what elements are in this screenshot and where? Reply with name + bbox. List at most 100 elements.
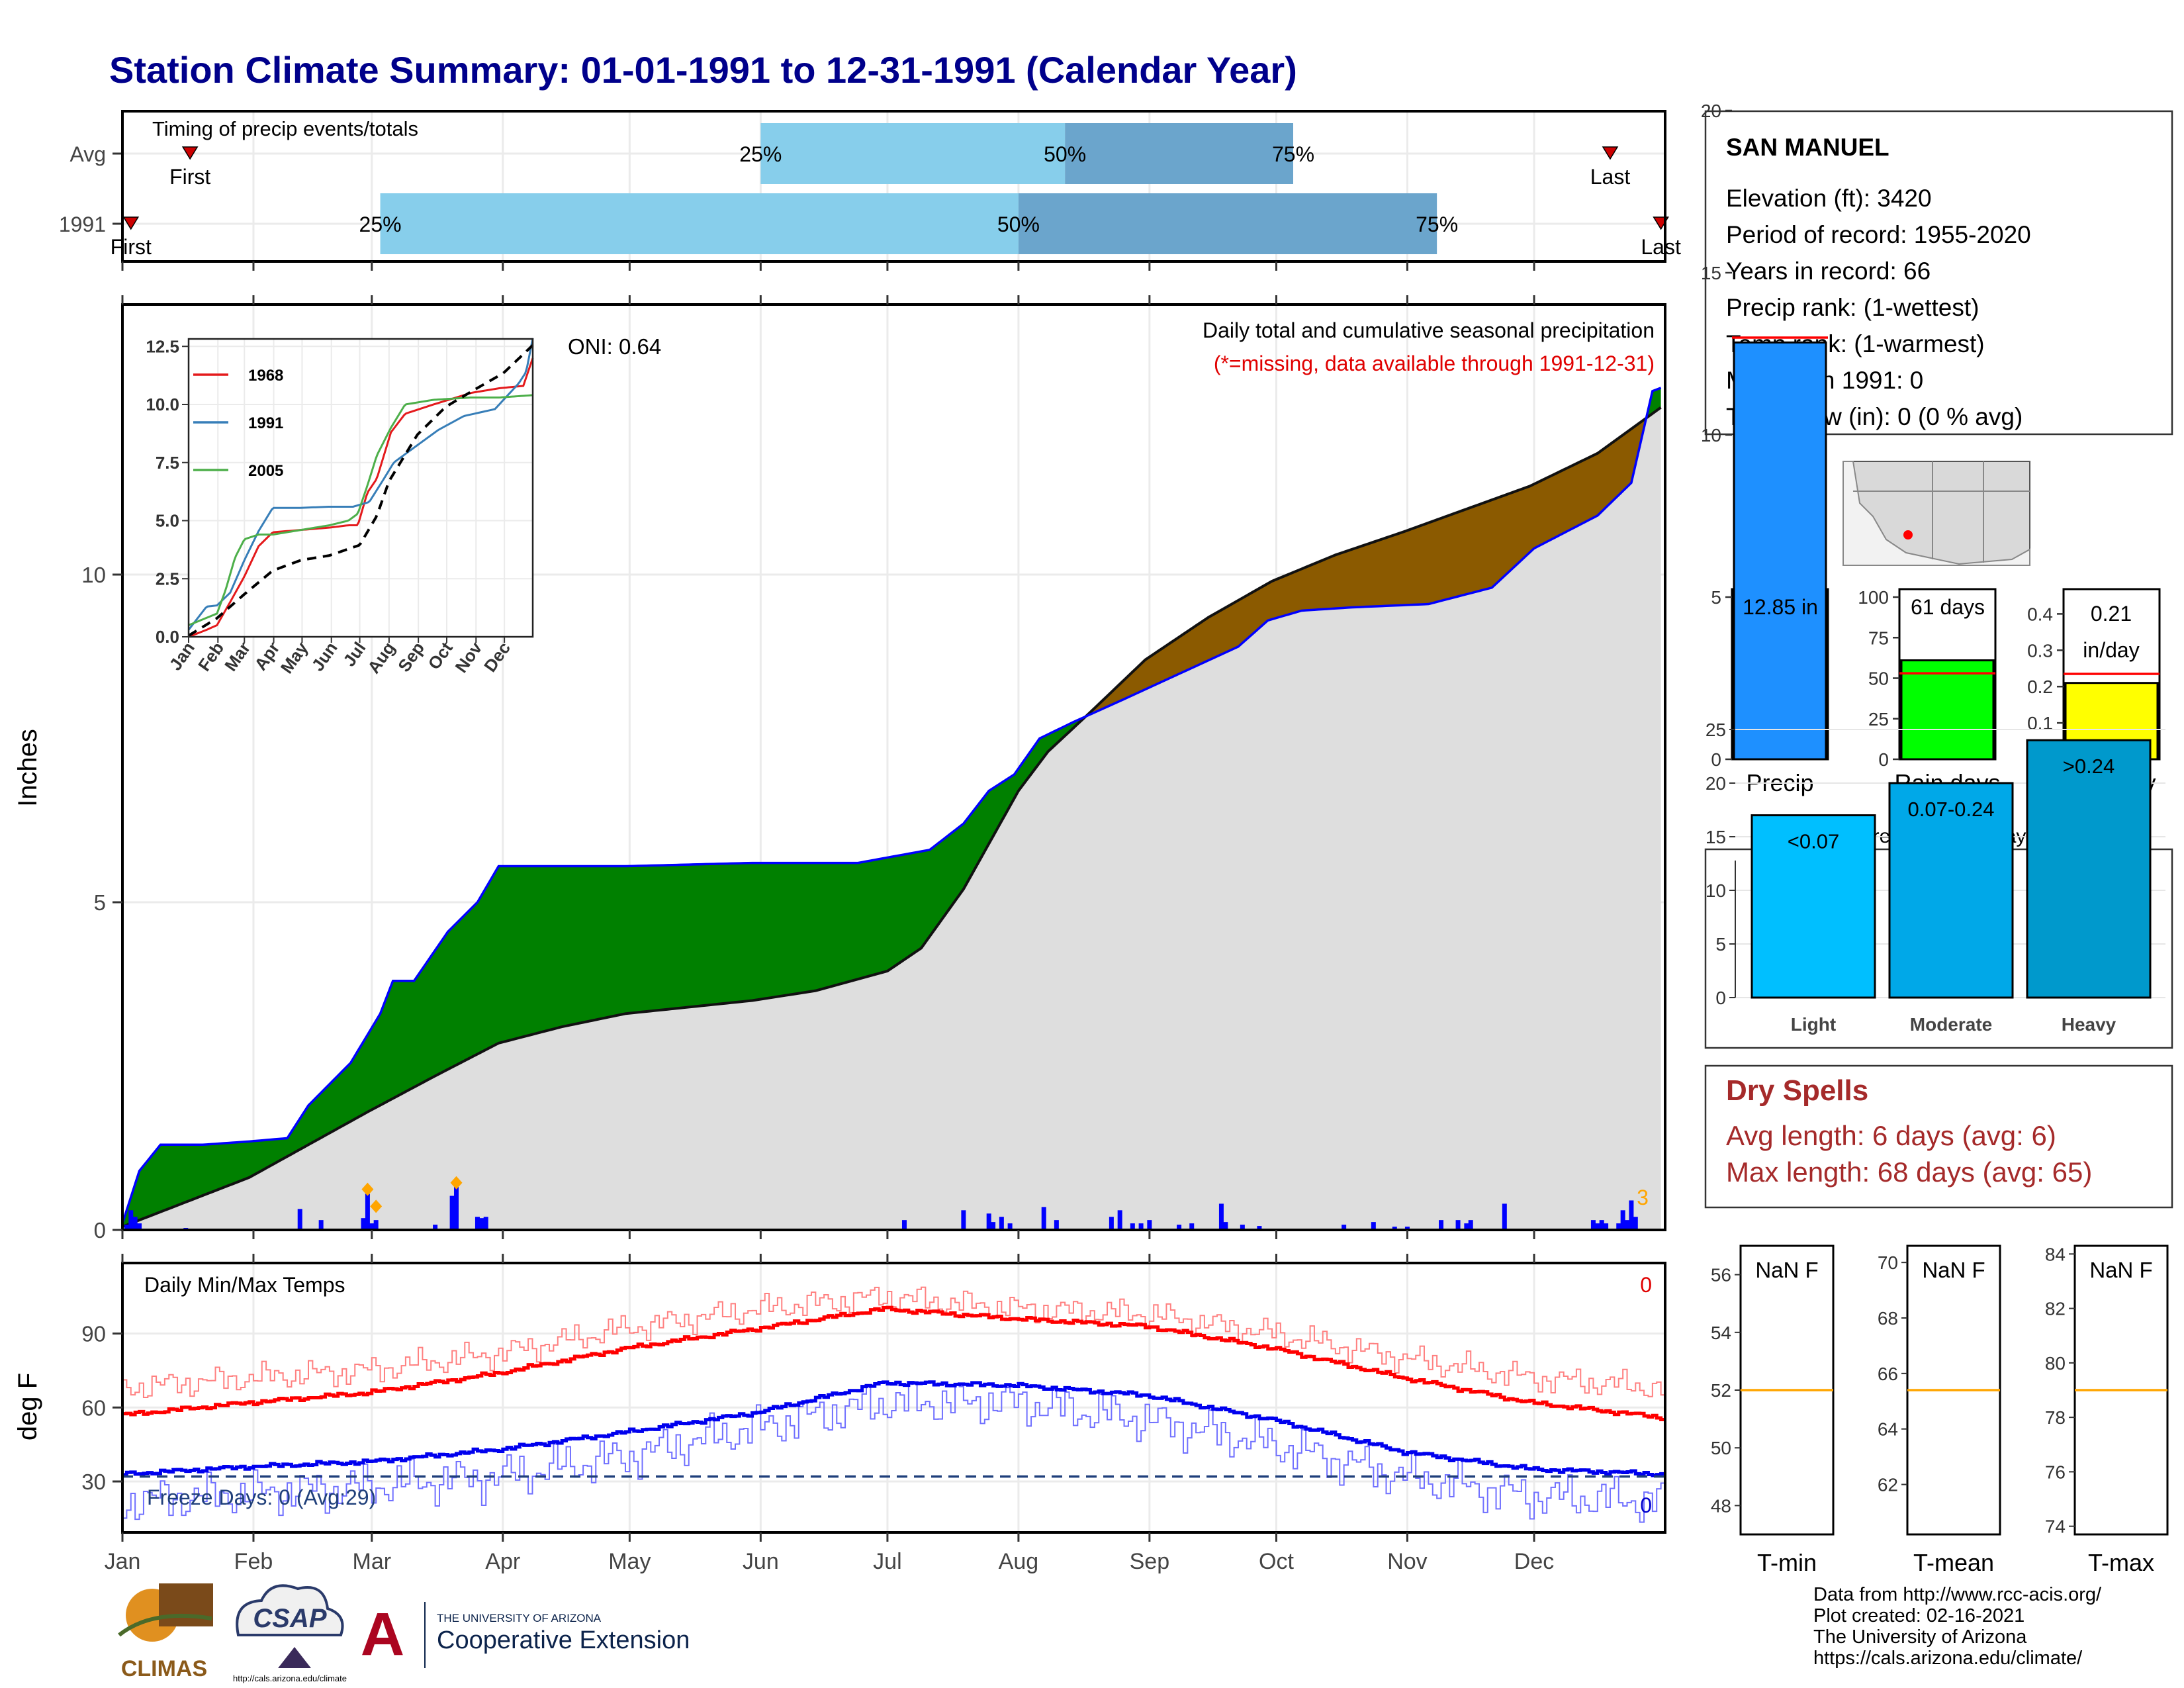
- daily-precip-bar: [1147, 1220, 1152, 1230]
- snow-event-marker: [450, 1176, 463, 1190]
- mini-y-tick-label: 0.2: [2027, 677, 2053, 697]
- timing-pct-label: 50%: [1044, 142, 1086, 166]
- event-bar-label: Moderate: [1910, 1014, 1992, 1035]
- freeze-days-label: Freeze Days: 0 (Avg:29): [147, 1485, 376, 1509]
- daily-precip-bar: [124, 1225, 129, 1230]
- dry-spells-max: Max length: 68 days (avg: 65): [1726, 1156, 2092, 1188]
- ua-logo-big-text: Cooperative Extension: [437, 1626, 690, 1654]
- mini-y-tick-label: 15: [1701, 263, 1721, 283]
- daily-precip-bar: [1599, 1220, 1604, 1230]
- intensity-unit-label: in/day: [2083, 638, 2139, 662]
- precip-y-tick-label: 0: [94, 1218, 106, 1243]
- footer-credit-line: Plot created: 02-16-2021: [1813, 1605, 2025, 1626]
- mini-y-tick-label: 0.3: [2027, 640, 2053, 661]
- daily-precip-bar: [1130, 1223, 1135, 1230]
- climas-logo-text: CLIMAS: [121, 1656, 207, 1681]
- temp-box-value: NaN F: [1755, 1258, 1818, 1282]
- mini-y-tick-label: 75: [1868, 628, 1889, 648]
- daily-precip-bar: [1189, 1223, 1195, 1230]
- snow-count-label: 3: [1637, 1186, 1649, 1209]
- mini-y-tick-label: 10: [1701, 425, 1721, 445]
- month-tick-label: Nov: [1387, 1549, 1427, 1574]
- daily-precip-bar: [454, 1184, 459, 1230]
- events-y-tick-label: 10: [1706, 880, 1726, 901]
- title-group: Station Climate Summary: 01-01-1991 to 1…: [109, 49, 1297, 91]
- daily-precip-bar: [433, 1225, 438, 1230]
- climas-logo-block: [159, 1583, 213, 1626]
- daily-precip-bar: [1455, 1220, 1461, 1230]
- station-name: SAN MANUEL: [1726, 134, 1889, 161]
- csap-logo-url: http://cals.arizona.edu/climate: [233, 1673, 347, 1683]
- timing-frame: [121, 110, 1666, 263]
- temp-box-y-tick-label: 62: [1878, 1475, 1898, 1495]
- temp-box-y-tick-label: 52: [1711, 1380, 1731, 1401]
- mini-bar-value: [1900, 659, 1995, 761]
- month-tick-label: Dec: [1514, 1549, 1554, 1574]
- timing-pct-label: 75%: [1416, 212, 1458, 236]
- precip-panel: 0 5 10 Inches Daily total and cumulative sea…: [13, 295, 1666, 1243]
- daily-precip-bar: [1240, 1225, 1245, 1230]
- footer: Data from http://www.rcc-acis.org/Plot c…: [113, 1583, 2102, 1683]
- station-info-line: Elevation (ft): 3420: [1726, 185, 1932, 212]
- mini-y-tick-label: 0: [1878, 749, 1889, 770]
- timing-pct-label: 25%: [359, 212, 402, 236]
- snow-event-marker: [370, 1199, 383, 1213]
- last-label: Last: [1641, 235, 1681, 259]
- mini-y-tick-label: 5: [1711, 587, 1721, 608]
- daily-precip-bar: [1138, 1223, 1144, 1230]
- inset-legend-label: 2005: [248, 462, 283, 480]
- mini-y-tick-label: 0: [1711, 749, 1721, 770]
- dry-spells-box: [1704, 1064, 2173, 1209]
- temp-box-y-tick-label: 48: [1711, 1495, 1731, 1516]
- surplus-area: [122, 718, 1082, 1227]
- station-info-line: Period of record: 1955-2020: [1726, 221, 2031, 248]
- climas-logo-swoosh: [118, 1613, 212, 1637]
- timing-pct-label: 25%: [739, 142, 782, 166]
- event-bar-heavy: [2026, 739, 2152, 999]
- inset-y-tick-label: 0.0: [156, 627, 179, 647]
- csap-logo-text: CSAP: [253, 1604, 326, 1633]
- temp-y-tick-label: 90: [81, 1322, 106, 1346]
- daily-precip-bar: [479, 1218, 484, 1230]
- temp-box-label: T-max: [2088, 1549, 2154, 1576]
- event-bar-light: [1751, 814, 1876, 999]
- temp-box-y-tick-label: 74: [2045, 1517, 2066, 1537]
- temp-panel: 30 60 90 Jan Feb Mar Apr May Jun Jul Aug Sep Oct Nov D…: [13, 1254, 1666, 1574]
- inset-y-tick-label: 7.5: [156, 453, 179, 473]
- inset-y-tick-label: 2.5: [156, 569, 179, 588]
- surplus-area: [1644, 387, 1661, 428]
- daily-precip-bar: [1392, 1227, 1397, 1230]
- inset-average-line: [187, 344, 534, 637]
- daily-precip-bar: [483, 1217, 488, 1230]
- daily-precip-bar: [475, 1217, 480, 1230]
- temp-box-y-tick-label: 66: [1878, 1364, 1898, 1384]
- daily-precip-bar: [961, 1210, 966, 1230]
- footer-credit-line: Data from http://www.rcc-acis.org/: [1813, 1584, 2102, 1605]
- timing-bar-q2: [1065, 123, 1294, 184]
- avg-tmax-line: [122, 1305, 1665, 1421]
- temp-box-value: NaN F: [2089, 1258, 2152, 1282]
- rain-days-label: 61 days: [1911, 595, 1985, 619]
- side-panels: SAN MANUEL Elevation (ft): 3420 Period of …: [1701, 101, 2173, 1576]
- events-y-tick-label: 20: [1706, 773, 1726, 794]
- precip-y-tick-label: 5: [94, 890, 106, 915]
- mini-y-tick-label: 20: [1701, 101, 1721, 121]
- daily-precip-bar: [1620, 1210, 1625, 1230]
- timing-pct-label: 50%: [997, 212, 1040, 236]
- mini-y-tick-label: 50: [1868, 669, 1889, 689]
- precip-y-axis-label: Inches: [13, 729, 42, 807]
- event-bar-label: Heavy: [2062, 1014, 2116, 1035]
- dry-spells-avg: Avg length: 6 days (avg: 6): [1726, 1120, 2056, 1151]
- daily-precip-bar: [986, 1213, 991, 1230]
- observed-cumulative-line: [121, 387, 1662, 1224]
- inset-y-tick-label: 5.0: [156, 511, 179, 531]
- first-label: First: [111, 235, 152, 259]
- last-label: Last: [1590, 165, 1631, 189]
- inset-year-line-2005: [188, 394, 533, 626]
- obs-tmax-line: [122, 1286, 1665, 1399]
- mini-y-tick-label: 100: [1858, 587, 1889, 608]
- page-title: Station Climate Summary: 01-01-1991 to 1…: [109, 49, 1297, 91]
- month-tick-label: Jun: [743, 1549, 779, 1574]
- temp-box-label: T-mean: [1913, 1549, 1994, 1576]
- inset-y-tick-label: 12.5: [146, 336, 179, 356]
